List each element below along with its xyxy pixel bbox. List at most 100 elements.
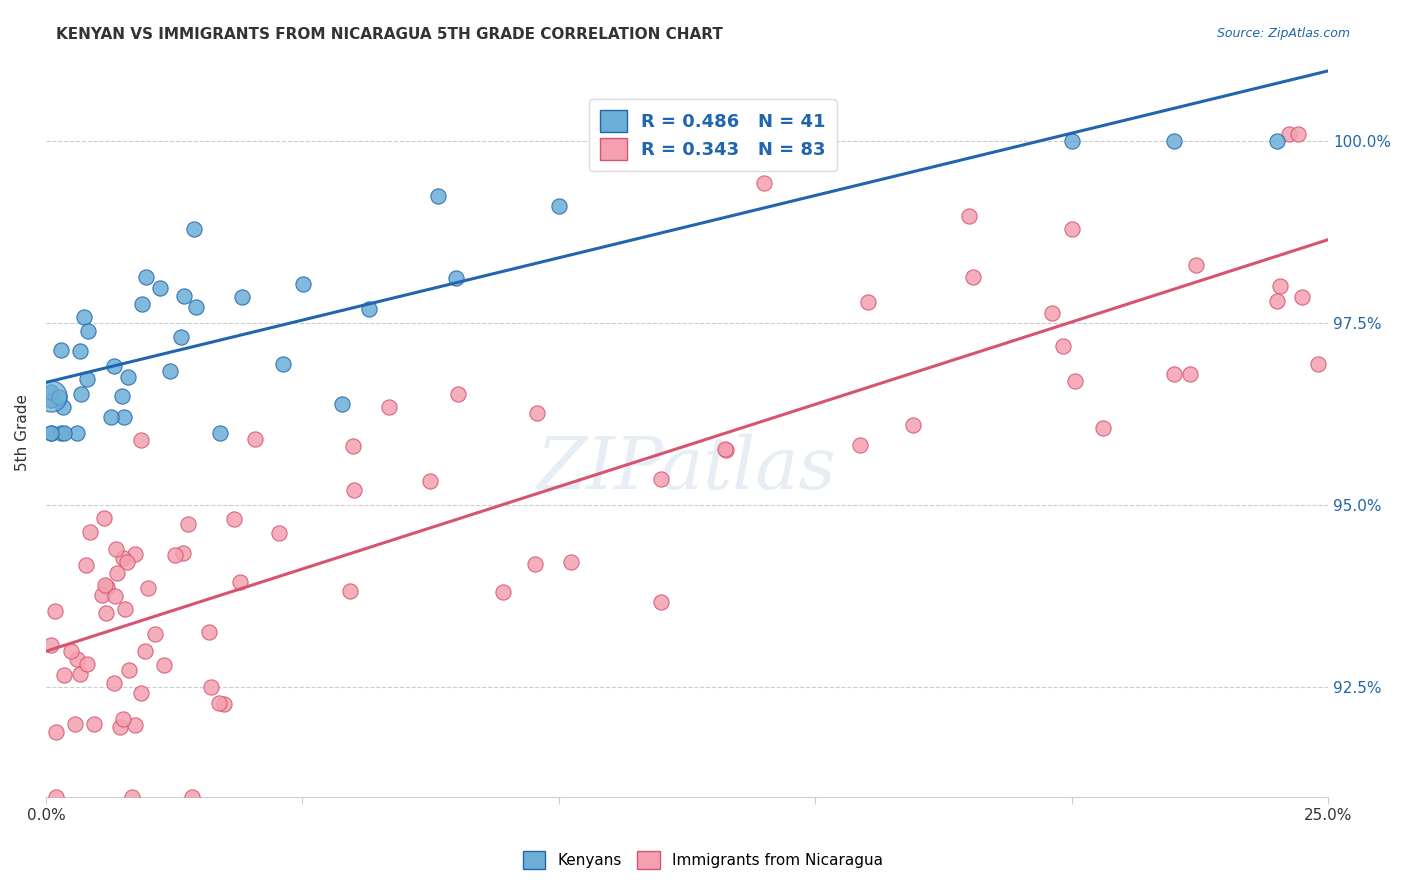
Legend: R = 0.486   N = 41, R = 0.343   N = 83: R = 0.486 N = 41, R = 0.343 N = 83	[589, 99, 837, 170]
Point	[177, 516, 200, 531]
Point	[714, 443, 737, 458]
Point	[53, 668, 76, 682]
Point	[134, 644, 156, 658]
Point	[114, 602, 136, 616]
Point	[330, 396, 353, 410]
Point	[702, 134, 724, 148]
Point	[143, 626, 166, 640]
Point	[45, 724, 67, 739]
Point	[419, 474, 441, 488]
Point	[849, 438, 872, 452]
Point	[342, 439, 364, 453]
Point	[131, 297, 153, 311]
Point	[65, 716, 87, 731]
Text: KENYAN VS IMMIGRANTS FROM NICARAGUA 5TH GRADE CORRELATION CHART: KENYAN VS IMMIGRANTS FROM NICARAGUA 5TH …	[56, 27, 723, 42]
Point	[83, 717, 105, 731]
Point	[103, 676, 125, 690]
Legend: Kenyans, Immigrants from Nicaragua: Kenyans, Immigrants from Nicaragua	[516, 845, 890, 875]
Point	[115, 555, 138, 569]
Point	[49, 343, 72, 358]
Point	[198, 625, 221, 640]
Point	[269, 525, 291, 540]
Point	[173, 289, 195, 303]
Text: Source: ZipAtlas.com: Source: ZipAtlas.com	[1216, 27, 1350, 40]
Point	[170, 330, 193, 344]
Point	[1185, 258, 1208, 272]
Point	[76, 325, 98, 339]
Point	[66, 652, 89, 666]
Point	[957, 210, 980, 224]
Point	[75, 558, 97, 572]
Point	[343, 483, 366, 498]
Point	[903, 417, 925, 432]
Point	[163, 548, 186, 562]
Point	[108, 720, 131, 734]
Point	[650, 472, 672, 486]
Point	[79, 524, 101, 539]
Point	[110, 389, 132, 403]
Point	[650, 595, 672, 609]
Point	[200, 681, 222, 695]
Point	[105, 566, 128, 580]
Point	[1060, 222, 1083, 236]
Point	[112, 712, 135, 726]
Point	[446, 271, 468, 285]
Point	[90, 588, 112, 602]
Point	[60, 644, 83, 658]
Point	[491, 584, 513, 599]
Point	[104, 589, 127, 603]
Point	[49, 425, 72, 440]
Point	[229, 574, 252, 589]
Point	[73, 310, 96, 324]
Point	[1306, 358, 1329, 372]
Point	[231, 290, 253, 304]
Point	[105, 541, 128, 556]
Point	[69, 343, 91, 358]
Point	[184, 300, 207, 314]
Point	[48, 390, 70, 404]
Point	[100, 410, 122, 425]
Point	[121, 789, 143, 804]
Point	[1092, 421, 1115, 435]
Point	[44, 604, 66, 618]
Point	[70, 387, 93, 401]
Point	[357, 302, 380, 317]
Point	[1286, 127, 1309, 141]
Point	[96, 580, 118, 594]
Point	[547, 199, 569, 213]
Point	[135, 270, 157, 285]
Point	[292, 277, 315, 292]
Point	[39, 389, 62, 403]
Point	[183, 221, 205, 235]
Point	[714, 442, 737, 457]
Point	[752, 176, 775, 190]
Point	[1178, 368, 1201, 382]
Point	[112, 409, 135, 424]
Point	[378, 401, 401, 415]
Point	[271, 357, 294, 371]
Point	[222, 512, 245, 526]
Point	[180, 789, 202, 804]
Point	[212, 697, 235, 711]
Point	[76, 657, 98, 671]
Point	[1291, 290, 1313, 304]
Point	[94, 606, 117, 620]
Point	[39, 425, 62, 440]
Point	[93, 510, 115, 524]
Point	[76, 372, 98, 386]
Point	[1052, 339, 1074, 353]
Point	[66, 425, 89, 440]
Point	[446, 387, 468, 401]
Point	[118, 663, 141, 677]
Point	[69, 666, 91, 681]
Point	[136, 581, 159, 595]
Point	[129, 686, 152, 700]
Point	[149, 281, 172, 295]
Point	[208, 696, 231, 710]
Point	[208, 425, 231, 440]
Point	[1040, 306, 1063, 320]
Point	[1278, 127, 1301, 141]
Point	[526, 406, 548, 420]
Point	[124, 548, 146, 562]
Point	[856, 295, 879, 310]
